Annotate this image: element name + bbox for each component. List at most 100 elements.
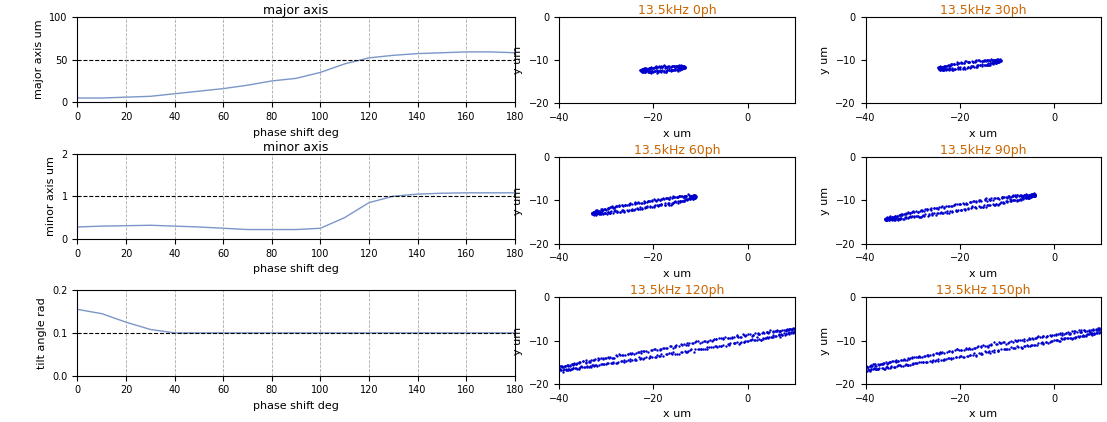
Point	[861, 367, 879, 373]
Point	[1092, 328, 1107, 335]
Point	[575, 364, 592, 371]
Point	[542, 366, 560, 373]
Point	[853, 366, 871, 373]
Point	[940, 65, 958, 72]
Point	[539, 368, 557, 374]
Point	[943, 349, 961, 356]
Point	[1024, 192, 1042, 199]
Point	[1061, 330, 1078, 336]
Point	[919, 213, 937, 219]
Point	[1025, 190, 1043, 197]
Point	[1061, 331, 1078, 338]
Point	[883, 214, 901, 220]
Point	[971, 204, 989, 211]
Point	[1063, 328, 1080, 335]
Point	[985, 348, 1003, 355]
Point	[974, 204, 992, 211]
Point	[583, 211, 601, 218]
Point	[887, 214, 904, 220]
Point	[588, 209, 606, 216]
Point	[876, 360, 893, 367]
Point	[568, 360, 586, 367]
Point	[985, 58, 1003, 65]
Point	[904, 360, 922, 367]
Point	[641, 65, 659, 72]
Point	[692, 346, 710, 352]
Point	[539, 368, 557, 375]
Point	[981, 62, 999, 69]
Point	[683, 195, 701, 202]
Point	[556, 362, 573, 369]
Point	[643, 347, 661, 354]
Point	[666, 66, 684, 73]
Point	[879, 216, 897, 223]
Point	[899, 362, 917, 369]
Point	[973, 60, 991, 67]
Point	[634, 65, 652, 72]
Point	[583, 209, 601, 216]
Point	[676, 193, 694, 200]
Point	[798, 325, 816, 331]
Point	[607, 203, 624, 209]
Point	[842, 368, 860, 374]
Point	[990, 348, 1007, 355]
Point	[943, 203, 961, 209]
Point	[559, 362, 577, 368]
Point	[777, 327, 795, 334]
Point	[685, 192, 703, 199]
Point	[966, 59, 984, 65]
Point	[886, 214, 903, 220]
Point	[1053, 336, 1070, 343]
Point	[1082, 328, 1099, 335]
Point	[784, 328, 801, 335]
Point	[773, 327, 790, 333]
Point	[976, 195, 994, 202]
Point	[679, 191, 696, 198]
Point	[876, 365, 893, 372]
Point	[1012, 344, 1030, 350]
Point	[1078, 328, 1096, 335]
Point	[779, 330, 797, 337]
Point	[563, 365, 581, 371]
Point	[930, 349, 948, 356]
Point	[643, 197, 661, 204]
Point	[694, 346, 712, 352]
Point	[768, 327, 786, 334]
Point	[842, 367, 860, 374]
Point	[544, 367, 561, 374]
Point	[600, 205, 618, 212]
Point	[725, 340, 743, 346]
Point	[638, 66, 655, 73]
Point	[892, 211, 910, 218]
Point	[1011, 197, 1028, 204]
Point	[935, 203, 953, 210]
Point	[539, 366, 557, 373]
Point	[884, 364, 902, 371]
Point	[993, 346, 1011, 353]
Point	[868, 362, 886, 369]
Point	[619, 351, 637, 357]
Point	[682, 193, 700, 200]
Point	[908, 354, 925, 361]
Point	[966, 58, 984, 65]
Point	[1010, 343, 1027, 350]
Point	[887, 363, 904, 370]
Point	[660, 196, 677, 203]
Point	[642, 65, 660, 72]
Point	[633, 205, 651, 212]
Point	[780, 326, 798, 333]
Point	[979, 60, 996, 67]
Point	[866, 365, 883, 371]
Point	[589, 208, 607, 214]
Point	[1008, 192, 1026, 199]
Point	[655, 64, 673, 71]
Point	[987, 340, 1005, 347]
Point	[1022, 194, 1039, 200]
Point	[878, 216, 896, 222]
Point	[950, 64, 968, 71]
Point	[890, 358, 908, 365]
Point	[662, 63, 680, 70]
Point	[674, 64, 692, 71]
Point	[1072, 333, 1089, 340]
Point	[540, 366, 558, 373]
